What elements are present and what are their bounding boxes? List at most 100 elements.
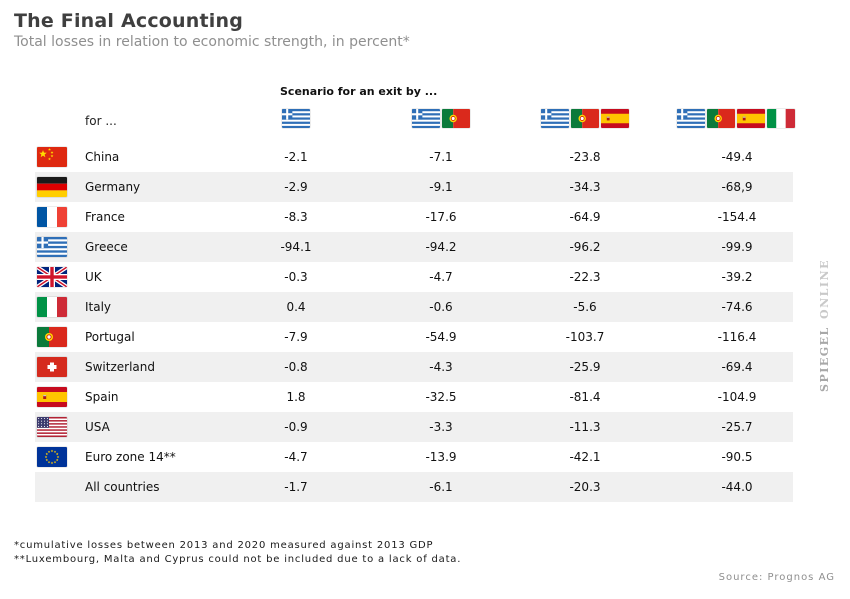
value-exit-greece-portugal-spain: -34.3 — [569, 180, 601, 194]
value-exit-greece-portugal-spain-italy: -49.4 — [721, 150, 753, 164]
value-exit-greece-portugal-spain: -22.3 — [569, 270, 601, 284]
value-exit-greece: -4.7 — [284, 450, 308, 464]
value-exit-greece-portugal-spain-italy: -74.6 — [721, 300, 753, 314]
value-exit-greece-portugal-spain: -23.8 — [569, 150, 601, 164]
spiegel-online-watermark: SPIEGEL ONLINE — [818, 259, 831, 392]
value-exit-greece: -7.9 — [284, 330, 308, 344]
greece-flag-icon — [412, 109, 440, 128]
country-label: All countries — [85, 480, 160, 494]
value-exit-greece-portugal-spain-italy: -69.4 — [721, 360, 753, 374]
spain-flag-icon — [37, 387, 67, 407]
row-axis-label: for ... — [85, 114, 117, 128]
table-row: China -2.1 -7.1 -23.8 -49.4 — [35, 142, 793, 172]
value-exit-greece-portugal: -6.1 — [429, 480, 453, 494]
table-row: Germany -2.9 -9.1 -34.3 -68,9 — [35, 172, 793, 202]
value-exit-greece: -2.9 — [284, 180, 308, 194]
table-row: UK -0.3 -4.7 -22.3 -39.2 — [35, 262, 793, 292]
watermark-spiegel-label: SPIEGEL — [818, 326, 831, 392]
value-exit-greece-portugal-spain: -103.7 — [565, 330, 605, 344]
scenario-flags-greece-portugal-spain-italy — [677, 109, 795, 128]
value-exit-greece-portugal-spain-italy: -25.7 — [721, 420, 753, 434]
value-exit-greece: 1.8 — [286, 390, 306, 404]
value-exit-greece-portugal-spain: -25.9 — [569, 360, 601, 374]
value-exit-greece: -94.1 — [280, 240, 312, 254]
value-exit-greece-portugal: -3.3 — [429, 420, 453, 434]
value-exit-greece-portugal-spain-italy: -90.5 — [721, 450, 753, 464]
greece-flag-icon — [37, 237, 67, 257]
country-label: Italy — [85, 300, 112, 314]
country-label: Greece — [85, 240, 128, 254]
value-exit-greece-portugal-spain: -5.6 — [573, 300, 597, 314]
greece-flag-icon — [541, 109, 569, 128]
italy-flag-icon — [37, 297, 67, 317]
country-label: Spain — [85, 390, 119, 404]
value-exit-greece-portugal: -7.1 — [429, 150, 453, 164]
footnote-excluded-countries: **Luxembourg, Malta and Cyprus could not… — [14, 554, 462, 565]
value-exit-greece-portugal-spain-italy: -116.4 — [717, 330, 757, 344]
value-exit-greece-portugal-spain: -96.2 — [569, 240, 601, 254]
eu-flag-icon — [37, 447, 67, 467]
value-exit-greece-portugal-spain-italy: -39.2 — [721, 270, 753, 284]
value-exit-greece-portugal-spain-italy: -68,9 — [721, 180, 753, 194]
value-exit-greece-portugal: -13.9 — [425, 450, 457, 464]
value-exit-greece-portugal: -4.3 — [429, 360, 453, 374]
country-label: Germany — [85, 180, 141, 194]
value-exit-greece-portugal-spain-italy: -104.9 — [717, 390, 757, 404]
value-exit-greece: 0.4 — [286, 300, 306, 314]
scenario-flags-greece-portugal — [412, 109, 470, 128]
spain-flag-icon — [737, 109, 765, 128]
value-exit-greece-portugal-spain: -11.3 — [569, 420, 601, 434]
value-exit-greece: -8.3 — [284, 210, 308, 224]
scenario-flags-greece-portugal-spain — [541, 109, 629, 128]
portugal-flag-icon — [707, 109, 735, 128]
table-row: Italy 0.4 -0.6 -5.6 -74.6 — [35, 292, 793, 322]
table-row: Switzerland -0.8 -4.3 -25.9 -69.4 — [35, 352, 793, 382]
table-row: USA -0.9 -3.3 -11.3 -25.7 — [35, 412, 793, 442]
scenario-flag-header-row — [0, 107, 850, 131]
country-label: UK — [85, 270, 102, 284]
table-row: Portugal -7.9 -54.9 -103.7 -116.4 — [35, 322, 793, 352]
uk-flag-icon — [37, 267, 67, 287]
value-exit-greece-portugal: -17.6 — [425, 210, 457, 224]
watermark-online-label: ONLINE — [818, 259, 831, 320]
scenario-header: Scenario for an exit by ... — [280, 85, 438, 98]
country-label: Euro zone 14** — [85, 450, 176, 464]
value-exit-greece-portugal-spain-italy: -44.0 — [721, 480, 753, 494]
value-exit-greece-portugal-spain: -81.4 — [569, 390, 601, 404]
greece-flag-icon — [282, 109, 310, 128]
france-flag-icon — [37, 207, 67, 227]
table-row: Greece -94.1 -94.2 -96.2 -99.9 — [35, 232, 793, 262]
value-exit-greece-portugal: -32.5 — [425, 390, 457, 404]
scenario-flags-greece — [282, 109, 310, 128]
table-row: Euro zone 14** -4.7 -13.9 -42.1 -90.5 — [35, 442, 793, 472]
page-title: The Final Accounting — [14, 10, 244, 32]
switzerland-flag-icon — [37, 357, 67, 377]
value-exit-greece-portugal: -4.7 — [429, 270, 453, 284]
country-label: France — [85, 210, 125, 224]
footnote-gdp: *cumulative losses between 2013 and 2020… — [14, 540, 434, 551]
country-label: Switzerland — [85, 360, 155, 374]
portugal-flag-icon — [442, 109, 470, 128]
losses-table: China -2.1 -7.1 -23.8 -49.4 Germany -2.9… — [35, 142, 793, 502]
country-label: USA — [85, 420, 110, 434]
value-exit-greece-portugal: -9.1 — [429, 180, 453, 194]
value-exit-greece-portugal: -0.6 — [429, 300, 453, 314]
value-exit-greece-portugal-spain-italy: -154.4 — [717, 210, 757, 224]
value-exit-greece: -0.9 — [284, 420, 308, 434]
value-exit-greece: -0.8 — [284, 360, 308, 374]
value-exit-greece: -1.7 — [284, 480, 308, 494]
country-label: Portugal — [85, 330, 135, 344]
china-flag-icon — [37, 147, 67, 167]
value-exit-greece-portugal: -54.9 — [425, 330, 457, 344]
spain-flag-icon — [601, 109, 629, 128]
value-exit-greece-portugal-spain: -42.1 — [569, 450, 601, 464]
value-exit-greece: -0.3 — [284, 270, 308, 284]
usa-flag-icon — [37, 417, 67, 437]
germany-flag-icon — [37, 177, 67, 197]
country-label: China — [85, 150, 120, 164]
source-credit: Source: Prognos AG — [718, 572, 835, 583]
value-exit-greece-portugal-spain-italy: -99.9 — [721, 240, 753, 254]
portugal-flag-icon — [571, 109, 599, 128]
value-exit-greece-portugal-spain: -20.3 — [569, 480, 601, 494]
